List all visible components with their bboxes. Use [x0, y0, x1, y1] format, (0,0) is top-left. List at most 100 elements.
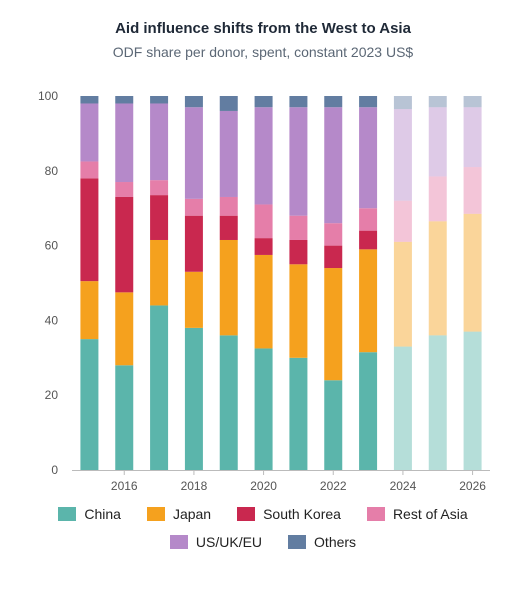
y-tick-label: 40 [45, 313, 59, 327]
legend-swatch [58, 507, 77, 521]
legend-swatch [366, 507, 385, 521]
y-tick-label: 20 [45, 388, 59, 402]
legend-label: China [84, 506, 121, 522]
bar-segment [324, 107, 343, 224]
bar-segment [150, 96, 169, 104]
bar-segment [219, 96, 238, 111]
bar-segment [150, 305, 169, 470]
bar-segment [219, 335, 238, 470]
legend-label: South Korea [263, 506, 341, 522]
bar-segment [359, 249, 378, 353]
legend-swatch [237, 507, 256, 521]
bar-segment [80, 178, 99, 282]
x-tick-label: 2022 [320, 479, 347, 493]
bar-segment [150, 195, 169, 240]
bar-segment [393, 241, 412, 347]
bar-segment [254, 204, 273, 239]
bar-segment [150, 180, 169, 196]
bar-segment [150, 103, 169, 181]
bar-segment [219, 110, 238, 197]
bar-segment [289, 239, 308, 265]
bar-segment [289, 357, 308, 470]
bar-segment [254, 107, 273, 205]
legend-item: Rest of Asia [366, 506, 468, 522]
bar-segment [150, 239, 169, 306]
bar-segment [463, 107, 482, 168]
y-tick-label: 100 [38, 89, 58, 103]
bar-segment [80, 339, 99, 470]
bar-segment [184, 327, 203, 470]
legend-item: Others [288, 534, 356, 550]
x-tick-label: 2026 [459, 479, 486, 493]
legend-swatch [169, 535, 188, 549]
bar-segment [324, 380, 343, 470]
bar-segment [254, 96, 273, 108]
chart-subtitle: ODF share per donor, spent, constant 202… [112, 44, 414, 60]
y-tick-label: 80 [45, 164, 59, 178]
y-tick-label: 0 [51, 463, 58, 477]
bar-segment [428, 221, 447, 336]
bar-segment [254, 238, 273, 255]
legend-label: Rest of Asia [392, 506, 468, 522]
bar-segment [393, 109, 412, 201]
legend-item: South Korea [237, 506, 341, 522]
legend-item: China [58, 506, 121, 522]
bar-segment [324, 268, 343, 381]
legend-item: US/UK/EU [169, 534, 263, 550]
bar-segment [115, 96, 134, 104]
bar-segment [254, 254, 273, 349]
legend-label: Japan [172, 506, 212, 522]
bar-segment [359, 352, 378, 470]
x-tick-label: 2018 [181, 479, 208, 493]
bar-segment [463, 213, 482, 332]
chart-title: Aid influence shifts from the West to As… [115, 20, 411, 37]
bar-segment [428, 107, 447, 177]
bar-segment [428, 176, 447, 222]
legend-row: China Japan South Korea Rest of Asia [0, 506, 526, 522]
bar-segment [359, 107, 378, 209]
bar-segment [463, 331, 482, 470]
bar-segment [289, 264, 308, 358]
legend-label: Others [314, 534, 357, 550]
bar-segment [184, 96, 203, 108]
bar-segment [289, 96, 308, 108]
bar-segment [115, 182, 134, 197]
bar-segment [80, 281, 99, 340]
bar-segment [219, 239, 238, 336]
bar-segment [324, 245, 343, 269]
bar-segment [115, 365, 134, 470]
bar-segment [393, 96, 412, 110]
bar-segment [428, 335, 447, 470]
bar-segment [359, 230, 378, 250]
bar-segment [359, 208, 378, 231]
bar-segment [219, 215, 238, 240]
bar-segment [393, 346, 412, 470]
bar-segment [80, 96, 99, 104]
legend-label: US/UK/EU [195, 534, 263, 550]
bar-segment [393, 200, 412, 242]
bar-segment [80, 161, 99, 179]
legend-item: Japan [146, 506, 212, 522]
bar-segment [324, 223, 343, 246]
legend-swatch [288, 535, 307, 549]
bar-segment [428, 96, 447, 108]
legend: China Japan South Korea Rest of Asia US/UK/E… [0, 506, 526, 562]
bar-segment [289, 215, 308, 240]
legend-row: US/UK/EU Others [0, 534, 526, 550]
bar-segment [184, 215, 203, 272]
bar-segment [254, 348, 273, 470]
bar-segment [359, 96, 378, 108]
legend-swatch [146, 507, 165, 521]
bar-segment [115, 196, 134, 293]
bar-segment [184, 271, 203, 328]
bar-segment [219, 196, 238, 216]
x-tick-label: 2020 [250, 479, 277, 493]
bar-segment [184, 107, 203, 199]
bar-segment [80, 103, 99, 162]
x-tick-label: 2016 [111, 479, 138, 493]
bar-segment [324, 96, 343, 108]
bar-segment [115, 292, 134, 366]
bar-segment [463, 167, 482, 214]
x-tick-label: 2024 [390, 479, 417, 493]
